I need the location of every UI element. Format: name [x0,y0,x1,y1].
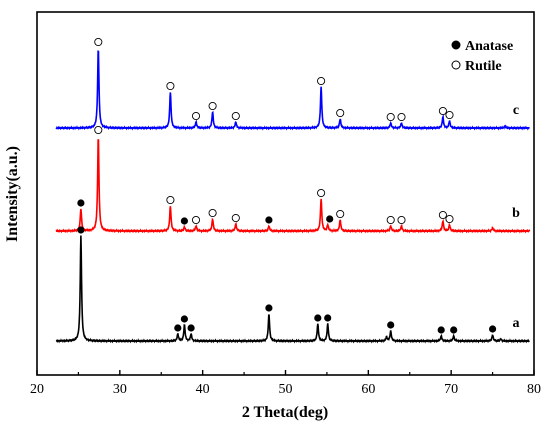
legend-marker-anatase [451,40,461,50]
anatase-marker [437,326,445,334]
rutile-marker [336,108,345,118]
x-tick-label: 60 [361,382,375,397]
anatase-marker [489,325,497,333]
rutile-marker [386,112,395,122]
rutile-marker [386,215,395,225]
legend-label-rutile: Rutile [465,59,502,74]
x-tick-label: 50 [279,382,293,397]
rutile-marker [191,111,201,121]
anatase-marker [324,314,332,322]
anatase-marker [265,216,273,224]
anatase-marker [77,226,85,234]
anatase-marker [265,304,273,312]
x-axis-label: 2 Theta(deg) [242,404,328,421]
rutile-marker [166,81,175,91]
anatase-marker [450,326,458,334]
series-line-b [55,139,531,234]
rutile-marker [397,215,406,225]
x-tick-label: 30 [113,382,127,397]
series-line-c [55,50,530,131]
rutile-marker [317,188,326,198]
x-tick-label: 80 [527,382,541,397]
anatase-marker [77,199,85,207]
rutile-marker [94,125,103,135]
rutile-marker [445,110,454,120]
series-line-a [55,235,530,344]
legend: Anatase Rutile [451,39,513,74]
rutile-marker [438,106,447,116]
anatase-marker [180,217,188,225]
x-tick-label: 20 [30,382,44,397]
anatase-marker [387,321,395,329]
rutile-marker [445,214,454,224]
x-tick-label: 70 [444,382,458,397]
anatase-marker [174,324,182,332]
rutile-marker [438,210,447,220]
anatase-marker [187,324,195,332]
x-tick-label: 40 [196,382,210,397]
anatase-marker [314,314,322,322]
series-label-c: c [513,103,519,118]
anatase-marker [180,315,188,323]
rutile-marker [208,208,217,218]
x-ticks-layer: 20 30 40 50 60 70 80 [30,370,541,397]
legend-marker-rutile [451,60,461,70]
rutile-marker [336,209,345,219]
rutile-marker [166,195,175,205]
y-axis-label: Intensity(a.u.) [4,146,21,242]
rutile-marker [231,111,240,121]
rutile-marker [317,76,326,86]
series-label-a: a [513,316,520,331]
anatase-marker [326,215,334,223]
series-labels-layer: a b c [512,103,520,331]
rutile-marker [208,101,217,111]
legend-label-anatase: Anatase [465,39,513,54]
series-label-b: b [512,206,520,221]
rutile-marker [94,37,103,47]
traces-layer [55,50,531,344]
markers-layer [77,37,497,334]
rutile-marker [191,215,201,225]
rutile-marker [231,213,240,223]
rutile-marker [397,112,406,122]
